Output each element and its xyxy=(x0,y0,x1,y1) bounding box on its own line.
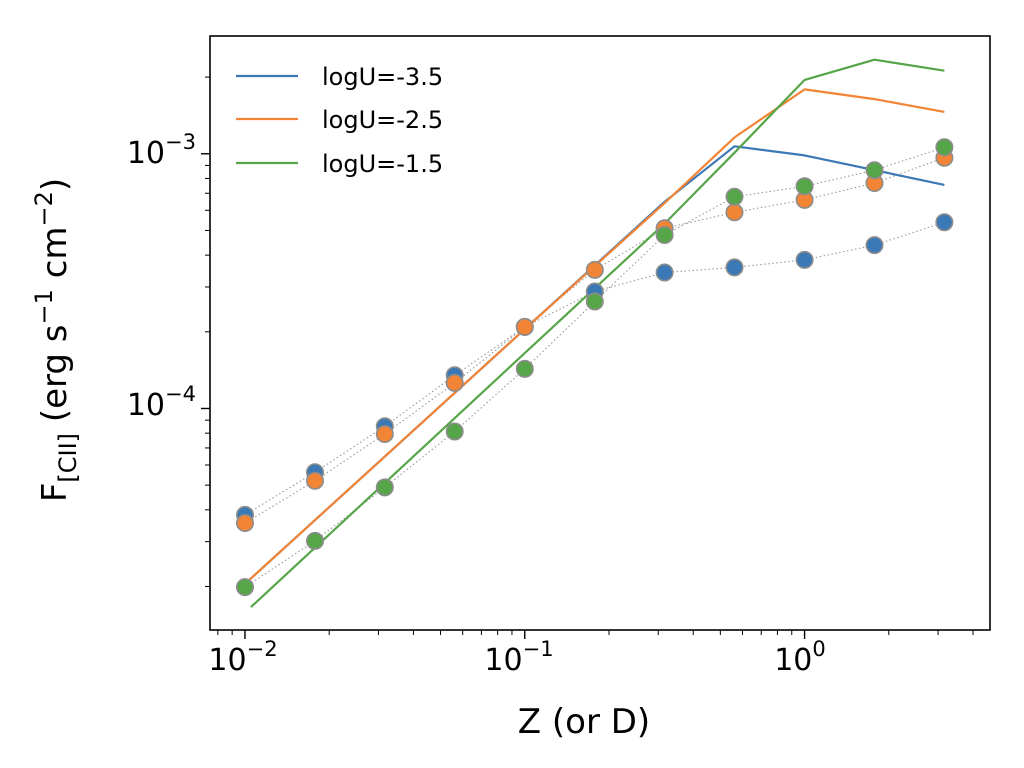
data-point-series2-1 xyxy=(305,531,324,550)
legend: logU=-3.5 logU=-2.5 logU=-1.5 xyxy=(236,63,443,178)
data-point-series2-4 xyxy=(515,359,534,378)
y-tick-exp-1: −3 xyxy=(165,130,196,154)
y-tick-base-0: 10 xyxy=(127,388,165,423)
data-markers xyxy=(236,138,954,597)
dotted-connector-1 xyxy=(244,157,945,524)
data-point-series0-7 xyxy=(725,258,744,277)
x-tick-base-2: 10 xyxy=(774,643,812,678)
data-point-series2-3 xyxy=(445,422,464,441)
data-point-series2-8 xyxy=(795,177,814,196)
data-point-series2-5 xyxy=(585,292,604,311)
y-tick-base-1: 10 xyxy=(127,136,165,171)
data-point-series1-0 xyxy=(236,513,255,532)
x-tick-label-2: 100 xyxy=(774,637,826,678)
data-point-series2-7 xyxy=(725,187,744,206)
y-tick-label-1: 10−3 xyxy=(127,130,196,171)
x-tick-exp-1: −1 xyxy=(523,637,554,661)
svg-text:10−2: 10−2 xyxy=(208,637,277,678)
data-point-series2-0 xyxy=(236,578,255,597)
legend-label-logu-3.5: logU=-3.5 xyxy=(322,63,443,91)
x-axis-title: Z (or D) xyxy=(518,702,650,742)
y-tick-label-0: 10−4 xyxy=(127,382,196,423)
data-point-series1-4 xyxy=(515,317,534,336)
data-point-series1-5 xyxy=(585,260,604,279)
x-tick-exp-0: −2 xyxy=(247,637,278,661)
y-title-units-close: ) xyxy=(35,178,75,191)
data-point-series1-1 xyxy=(305,471,324,490)
data-point-series2-2 xyxy=(375,478,394,497)
data-point-series2-9 xyxy=(865,161,884,180)
data-point-series2-10 xyxy=(935,138,954,157)
data-point-series2-6 xyxy=(655,226,674,245)
data-point-series0-9 xyxy=(865,236,884,255)
y-title-units-open: (erg s xyxy=(35,324,75,432)
svg-text:10−3: 10−3 xyxy=(127,130,196,171)
dotted-connector-2 xyxy=(244,146,945,588)
data-point-series0-10 xyxy=(935,213,954,232)
plot-frame xyxy=(209,35,991,631)
legend-label-logu-1.5: logU=-1.5 xyxy=(322,150,443,178)
svg-text:10−1: 10−1 xyxy=(484,637,553,678)
y-tick-exp-0: −4 xyxy=(165,382,196,406)
data-point-series1-7 xyxy=(725,203,744,222)
y-title-sub: [CII] xyxy=(54,433,82,483)
data-point-series0-6 xyxy=(655,263,674,282)
x-tick-label-0: 10−2 xyxy=(208,637,277,678)
y-title-base: F xyxy=(35,483,75,503)
data-point-series1-2 xyxy=(375,424,394,443)
y-title-units-mid: cm xyxy=(35,226,75,289)
dotted-connector-0 xyxy=(244,221,945,516)
series-line-logu=-1.5 xyxy=(250,58,945,608)
svg-text:100: 100 xyxy=(774,637,826,678)
y-axis-title: F[CII] (erg s−1 cm−2) xyxy=(30,178,82,502)
y-title-exp1: −1 xyxy=(30,289,58,324)
model-lines xyxy=(244,58,945,608)
data-point-series1-3 xyxy=(445,373,464,392)
x-tick-base-1: 10 xyxy=(484,643,522,678)
x-tick-exp-2: 0 xyxy=(812,637,825,661)
y-title-exp2: −2 xyxy=(30,191,58,226)
dotted-connectors xyxy=(244,146,945,588)
axis-ticks xyxy=(201,76,974,639)
legend-label-logu-2.5: logU=-2.5 xyxy=(322,106,443,134)
x-tick-label-1: 10−1 xyxy=(484,637,553,678)
data-point-series0-8 xyxy=(795,250,814,269)
series-line-logu=-3.5 xyxy=(244,145,945,585)
x-tick-base-0: 10 xyxy=(208,643,246,678)
svg-text:10−4: 10−4 xyxy=(127,382,196,423)
